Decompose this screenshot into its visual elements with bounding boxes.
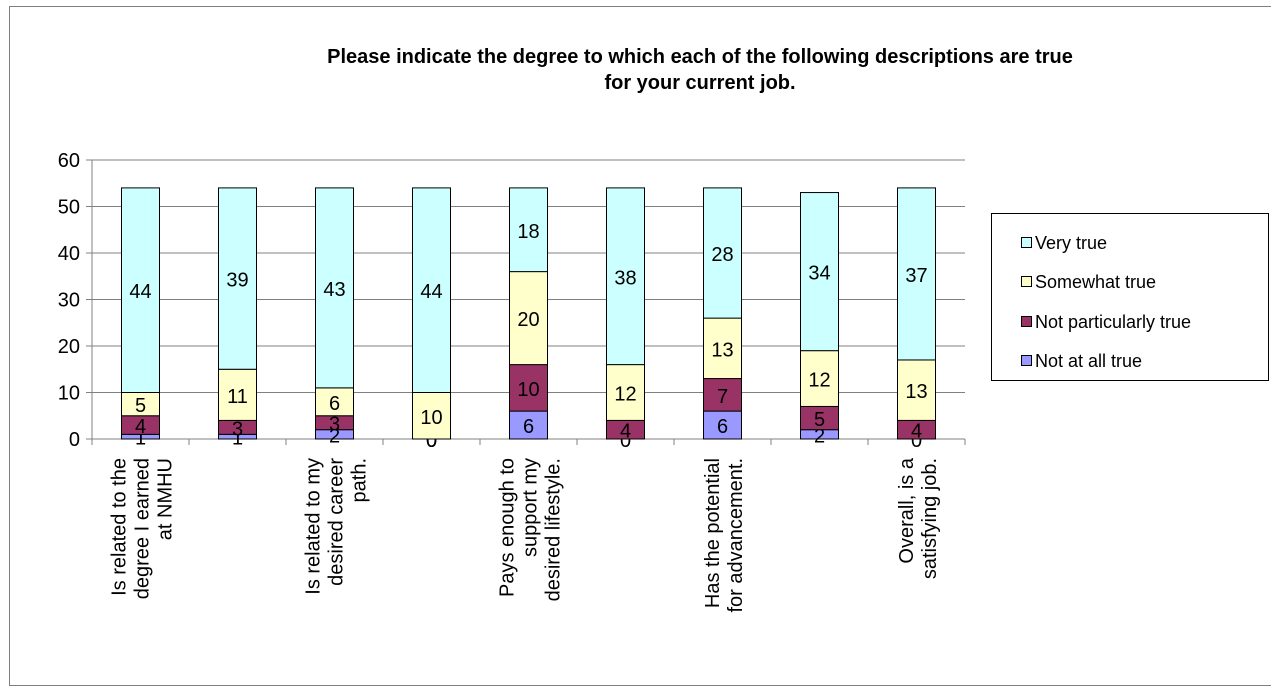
data-label: 6 bbox=[523, 416, 534, 438]
data-label: 13 bbox=[711, 339, 733, 361]
data-label: 4 bbox=[911, 421, 922, 443]
bar-segment bbox=[897, 187, 936, 361]
category-label: degree I earned bbox=[132, 458, 154, 599]
data-label: 18 bbox=[517, 221, 539, 243]
bar-segment bbox=[218, 368, 257, 421]
chart-title: Please indicate the degree to which each… bbox=[0, 44, 1271, 96]
data-label: 43 bbox=[323, 279, 345, 301]
chart-title-line-1: Please indicate the degree to which each… bbox=[327, 46, 1073, 68]
legend: Very true Somewhat true Not particularly… bbox=[991, 213, 1269, 381]
data-label: 3 bbox=[329, 414, 340, 436]
data-label: 6 bbox=[329, 393, 340, 415]
bar-segment bbox=[218, 187, 257, 370]
legend-swatch-very-true bbox=[1021, 237, 1032, 248]
category-label: desired lifestyle. bbox=[543, 458, 565, 601]
data-label: 0 bbox=[426, 430, 437, 452]
category-label: Is related to the bbox=[109, 458, 131, 596]
bar-segment bbox=[703, 187, 742, 319]
data-label: 37 bbox=[905, 265, 927, 287]
bar-segment bbox=[509, 364, 548, 412]
category-label: for advancement. bbox=[725, 458, 747, 613]
bar-segment bbox=[509, 410, 548, 440]
category-label: at NMHU bbox=[155, 458, 177, 540]
legend-item-very-true: Very true bbox=[1021, 232, 1107, 254]
legend-label-very-true: Very true bbox=[1035, 233, 1108, 253]
bar-segment bbox=[509, 271, 548, 366]
category-label: path. bbox=[349, 458, 371, 502]
data-label: 1 bbox=[232, 428, 243, 450]
data-label: 11 bbox=[227, 386, 248, 408]
category-label: support my bbox=[520, 458, 542, 557]
data-label: 3 bbox=[232, 418, 243, 440]
y-tick-label: 50 bbox=[58, 197, 80, 219]
data-label: 2 bbox=[814, 425, 825, 447]
data-label: 44 bbox=[420, 281, 442, 303]
data-label: 39 bbox=[226, 270, 248, 292]
legend-item-not-particularly-true: Not particularly true bbox=[1021, 311, 1191, 333]
data-label: 5 bbox=[135, 395, 146, 417]
legend-label-not-at-all-true: Not at all true bbox=[1035, 351, 1143, 371]
chart-title-line-2: for your current job. bbox=[604, 72, 796, 94]
data-label: 34 bbox=[808, 263, 830, 285]
category-label: Is related to my bbox=[303, 458, 325, 595]
data-label: 4 bbox=[135, 416, 146, 438]
category-label: Overall, is a bbox=[896, 457, 918, 563]
data-label: 4 bbox=[620, 421, 631, 443]
y-tick-label: 10 bbox=[58, 383, 80, 405]
bar-segment bbox=[703, 317, 742, 380]
bar-segment bbox=[412, 187, 451, 393]
data-label: 10 bbox=[420, 407, 442, 429]
bar-segment bbox=[897, 359, 936, 421]
category-label: desired career bbox=[326, 458, 348, 586]
bar-segment bbox=[606, 187, 645, 366]
data-label: 13 bbox=[905, 381, 927, 403]
legend-swatch-somewhat-true bbox=[1021, 276, 1032, 287]
legend-swatch-not-particularly-true bbox=[1021, 316, 1032, 327]
legend-swatch-not-at-all-true bbox=[1021, 355, 1032, 366]
bar-segment bbox=[412, 392, 451, 440]
legend-label-not-particularly-true: Not particularly true bbox=[1035, 312, 1192, 332]
bar-segment bbox=[315, 187, 354, 389]
data-label: 0 bbox=[620, 430, 631, 452]
data-label: 0 bbox=[911, 430, 922, 452]
bar-segment bbox=[121, 187, 160, 393]
data-label: 44 bbox=[129, 281, 151, 303]
category-label: Pays enough to bbox=[497, 458, 519, 597]
y-tick-label: 40 bbox=[58, 243, 80, 265]
y-tick-label: 30 bbox=[58, 290, 80, 312]
category-label: satisfying job. bbox=[919, 458, 941, 579]
legend-item-not-at-all-true: Not at all true bbox=[1021, 350, 1142, 372]
bar-segment bbox=[800, 192, 839, 352]
data-label: 20 bbox=[517, 309, 539, 331]
category-label: Has the potential bbox=[702, 458, 724, 608]
data-label: 28 bbox=[711, 244, 733, 266]
data-label: 1 bbox=[135, 428, 146, 450]
y-tick-label: 0 bbox=[69, 429, 80, 451]
data-label: 12 bbox=[808, 370, 830, 392]
data-label: 7 bbox=[717, 386, 728, 408]
data-label: 5 bbox=[814, 409, 825, 431]
data-label: 10 bbox=[517, 379, 539, 401]
bar-segment bbox=[703, 410, 742, 440]
data-label: 0 bbox=[426, 430, 437, 452]
legend-label-somewhat-true: Somewhat true bbox=[1035, 272, 1157, 292]
y-tick-label: 20 bbox=[58, 336, 80, 358]
legend-item-somewhat-true: Somewhat true bbox=[1021, 271, 1156, 293]
data-label: 2 bbox=[329, 425, 340, 447]
data-label: 12 bbox=[614, 384, 636, 406]
data-label: 6 bbox=[717, 416, 728, 438]
data-label: 38 bbox=[614, 267, 636, 289]
y-tick-label: 60 bbox=[58, 150, 80, 172]
bar-segment bbox=[800, 350, 839, 407]
bar-segment bbox=[509, 187, 548, 273]
